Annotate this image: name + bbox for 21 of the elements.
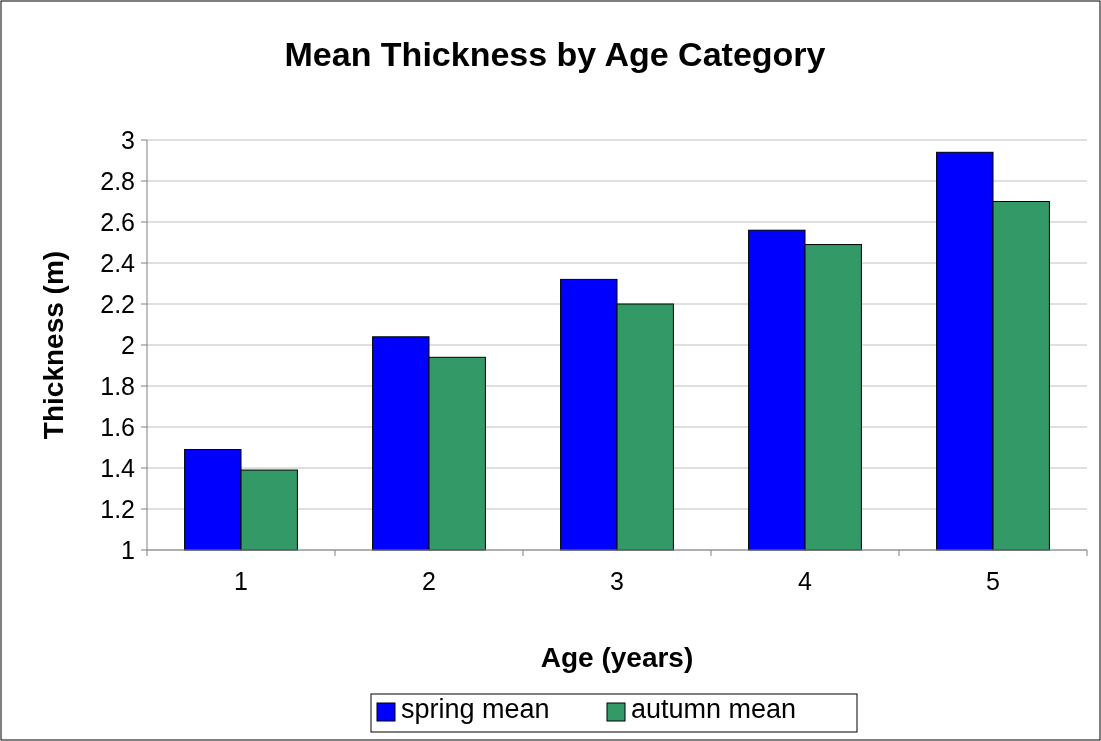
y-tick-label: 1.6 [100,412,135,441]
y-tick-label: 1.4 [100,453,136,482]
x-tick-label: 1 [234,567,248,595]
y-tick-label: 2.2 [100,289,135,318]
y-tick-label: 2.6 [100,207,135,236]
y-tick-label: 2.8 [100,166,135,195]
y-tick-label: 2.4 [100,248,136,277]
x-tick-label: 3 [610,567,624,595]
legend-label: spring mean [401,694,550,724]
y-tick-label: 2 [121,330,135,359]
x-tick-label: 5 [986,567,1000,595]
y-tick-label: 1 [121,535,135,564]
legend-label: autumn mean [631,694,797,724]
y-axis-title: Thickness (m) [38,250,69,440]
y-tick-label: 3 [121,125,135,154]
x-tick-label: 2 [422,567,436,595]
x-axis-title: Age (years) [540,642,694,673]
y-tick-label: 1.2 [100,494,135,523]
chart-title: Mean Thickness by Age Category [284,35,826,73]
x-tick-label: 4 [798,567,813,595]
y-tick-label: 1.8 [100,371,135,400]
